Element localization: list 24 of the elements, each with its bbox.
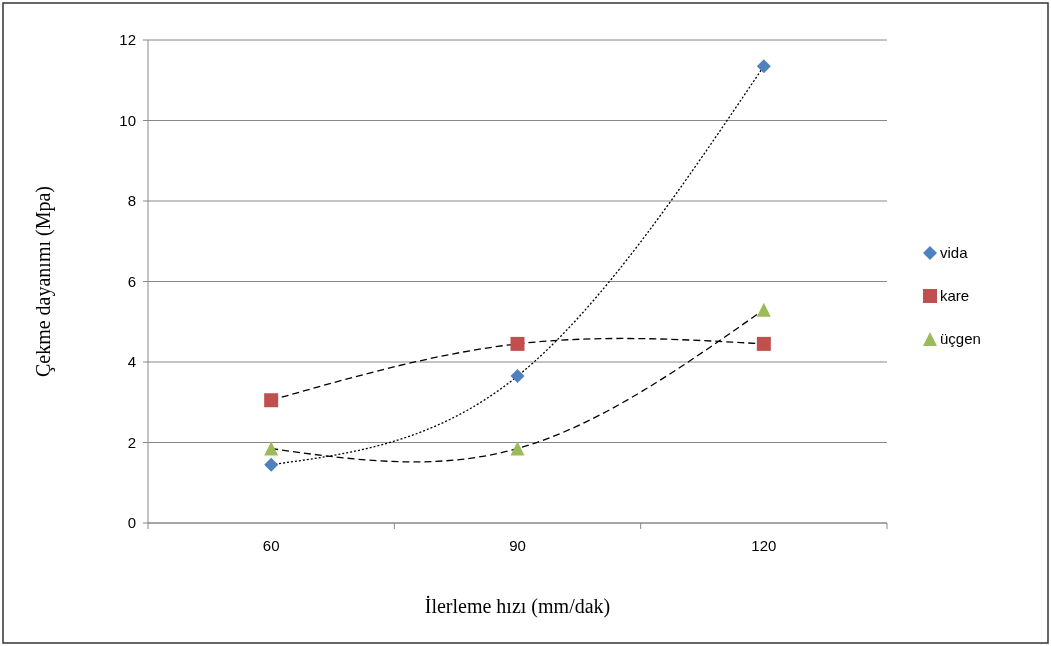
y-tick-label: 2: [127, 433, 136, 451]
point: [264, 441, 279, 456]
legend-label: üçgen: [940, 330, 981, 347]
point: [510, 336, 525, 351]
y-tick-label: 0: [127, 514, 136, 531]
point: [264, 393, 279, 408]
point: [264, 457, 279, 472]
point: [756, 336, 771, 351]
y-tick-label: 6: [127, 272, 136, 290]
x-tick-label: 120: [751, 537, 777, 554]
legend-label: kare: [940, 287, 970, 304]
y-tick-label: 10: [119, 111, 136, 129]
point: [510, 369, 525, 384]
point: [510, 441, 525, 456]
x-tick-label: 60: [262, 537, 280, 554]
point: [756, 59, 771, 74]
y-tick-label: 12: [119, 31, 136, 48]
y-axis-title: Çekme dayanımı (Mpa): [32, 185, 55, 378]
legend-label: vida: [940, 244, 969, 261]
y-tick-label: 8: [127, 192, 136, 209]
x-axis-title: İlerleme hızı (mm/dak): [424, 595, 611, 618]
y-tick-label: 4: [127, 353, 136, 370]
x-tick-label: 90: [509, 537, 526, 554]
point: [756, 302, 771, 317]
